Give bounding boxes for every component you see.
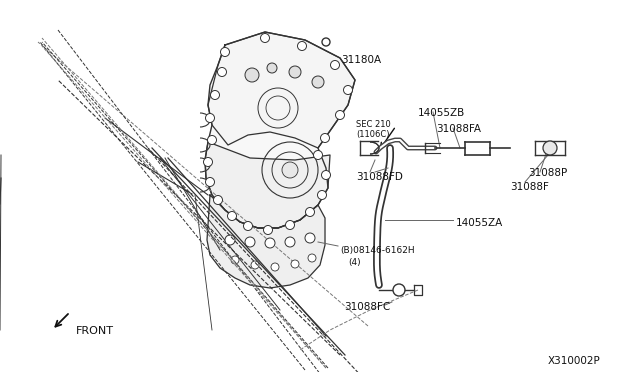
Text: 31088FA: 31088FA (436, 124, 481, 134)
Text: 31088FD: 31088FD (356, 172, 403, 182)
Circle shape (207, 135, 216, 144)
Circle shape (282, 162, 298, 178)
Circle shape (308, 254, 316, 262)
Circle shape (265, 238, 275, 248)
Text: SEC 210
(1106C): SEC 210 (1106C) (356, 120, 391, 140)
Text: FRONT: FRONT (76, 326, 114, 336)
Circle shape (344, 86, 353, 94)
Circle shape (264, 225, 273, 234)
Circle shape (231, 256, 239, 264)
Polygon shape (208, 32, 355, 148)
Circle shape (305, 233, 315, 243)
Circle shape (245, 237, 255, 247)
Polygon shape (207, 195, 325, 288)
Circle shape (289, 66, 301, 78)
Circle shape (227, 212, 237, 221)
Circle shape (271, 263, 279, 271)
Circle shape (243, 221, 253, 231)
Text: (B)08146-6162H: (B)08146-6162H (340, 246, 415, 255)
Circle shape (322, 38, 330, 46)
Text: 14055ZA: 14055ZA (456, 218, 503, 228)
Circle shape (285, 221, 294, 230)
Circle shape (291, 260, 299, 268)
Circle shape (205, 113, 214, 122)
Circle shape (260, 33, 269, 42)
Circle shape (321, 170, 330, 180)
Circle shape (211, 90, 220, 99)
Circle shape (204, 157, 212, 167)
Circle shape (335, 110, 344, 119)
Circle shape (317, 190, 326, 199)
Text: (4): (4) (348, 258, 360, 267)
Circle shape (225, 235, 235, 245)
Circle shape (312, 76, 324, 88)
Circle shape (330, 61, 339, 70)
Text: 31180A: 31180A (341, 55, 381, 65)
Circle shape (321, 134, 330, 142)
Circle shape (218, 67, 227, 77)
Circle shape (543, 141, 557, 155)
Circle shape (221, 48, 230, 57)
Circle shape (214, 196, 223, 205)
Polygon shape (205, 32, 355, 228)
Circle shape (305, 208, 314, 217)
Text: 14055ZB: 14055ZB (418, 108, 465, 118)
Circle shape (285, 237, 295, 247)
Text: 31088P: 31088P (528, 168, 567, 178)
Circle shape (267, 63, 277, 73)
Text: 31088FC: 31088FC (344, 302, 390, 312)
Circle shape (251, 261, 259, 269)
Text: 31088F: 31088F (510, 182, 549, 192)
Polygon shape (205, 142, 330, 228)
Circle shape (314, 151, 323, 160)
Circle shape (205, 177, 214, 186)
Circle shape (298, 42, 307, 51)
Circle shape (393, 284, 405, 296)
Circle shape (245, 68, 259, 82)
Text: X310002P: X310002P (548, 356, 601, 366)
